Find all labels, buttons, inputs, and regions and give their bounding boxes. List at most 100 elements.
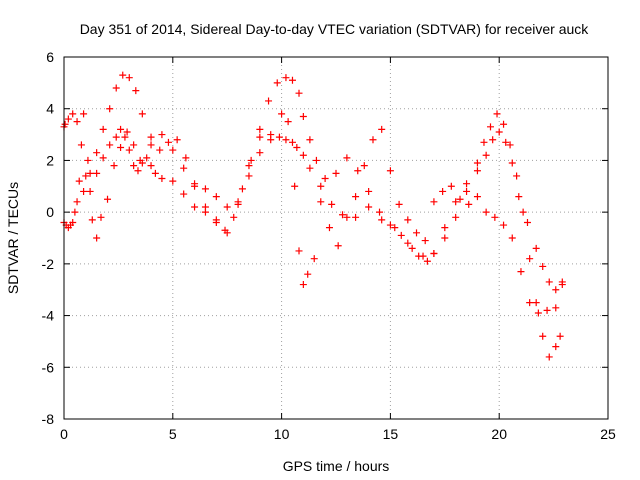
data-point bbox=[532, 244, 540, 252]
data-point bbox=[447, 182, 455, 190]
data-point bbox=[306, 136, 314, 144]
x-tick-label: 20 bbox=[491, 426, 507, 442]
data-point bbox=[419, 252, 427, 260]
grid bbox=[64, 57, 608, 419]
data-point bbox=[441, 234, 449, 242]
data-point bbox=[73, 198, 81, 206]
data-point bbox=[404, 216, 412, 224]
data-point bbox=[245, 162, 253, 170]
data-point bbox=[267, 131, 275, 139]
data-point bbox=[77, 141, 85, 149]
data-point bbox=[463, 180, 471, 188]
data-point bbox=[473, 167, 481, 175]
y-axis-label: SDTVAR / TECUs bbox=[5, 182, 21, 294]
data-point bbox=[106, 141, 114, 149]
data-point bbox=[508, 234, 516, 242]
data-point bbox=[552, 304, 560, 312]
data-point bbox=[369, 136, 377, 144]
data-point bbox=[291, 182, 299, 190]
data-point bbox=[306, 164, 314, 172]
data-point bbox=[452, 213, 460, 221]
data-point bbox=[173, 136, 181, 144]
data-point bbox=[463, 187, 471, 195]
data-point bbox=[256, 133, 264, 141]
data-point bbox=[182, 154, 190, 162]
data-point bbox=[230, 213, 238, 221]
data-point bbox=[526, 255, 534, 263]
data-point bbox=[480, 138, 488, 146]
data-point bbox=[519, 208, 527, 216]
data-point bbox=[441, 224, 449, 232]
data-point bbox=[343, 154, 351, 162]
data-point bbox=[473, 159, 481, 167]
series-track-c bbox=[60, 110, 566, 317]
data-point bbox=[247, 156, 255, 164]
data-point bbox=[482, 208, 490, 216]
data-point bbox=[265, 97, 273, 105]
data-point bbox=[275, 133, 283, 141]
y-tick-label: -8 bbox=[42, 411, 55, 427]
data-point bbox=[430, 250, 438, 258]
data-point bbox=[299, 281, 307, 289]
data-point bbox=[86, 169, 94, 177]
data-point bbox=[439, 187, 447, 195]
data-point bbox=[93, 149, 101, 157]
data-point bbox=[112, 133, 120, 141]
data-point bbox=[97, 213, 105, 221]
data-point bbox=[493, 110, 501, 118]
data-point bbox=[539, 262, 547, 270]
data-point bbox=[430, 198, 438, 206]
data-point bbox=[143, 154, 151, 162]
data-point bbox=[158, 175, 166, 183]
data-point bbox=[299, 112, 307, 120]
data-point bbox=[138, 110, 146, 118]
data-point bbox=[473, 193, 481, 201]
axis-ticks: 0 5 10 15 20 25 -8 -6 -4 -2 0 2 4 6 bbox=[42, 49, 616, 442]
data-point bbox=[223, 203, 231, 211]
data-point bbox=[80, 187, 88, 195]
data-point bbox=[278, 110, 286, 118]
data-point bbox=[408, 244, 416, 252]
data-point bbox=[465, 200, 473, 208]
data-point bbox=[539, 332, 547, 340]
data-point bbox=[104, 195, 112, 203]
data-point bbox=[552, 286, 560, 294]
data-point bbox=[304, 270, 312, 278]
series-track-a bbox=[60, 110, 566, 294]
data-point bbox=[212, 218, 220, 226]
data-point bbox=[552, 343, 560, 351]
data-point bbox=[191, 203, 199, 211]
y-tick-label: 0 bbox=[46, 204, 54, 220]
data-point bbox=[500, 221, 508, 229]
data-point bbox=[121, 133, 129, 141]
y-tick-label: 6 bbox=[46, 49, 54, 65]
data-point bbox=[523, 218, 531, 226]
data-point bbox=[212, 193, 220, 201]
data-point bbox=[489, 136, 497, 144]
data-point bbox=[123, 128, 131, 136]
data-point bbox=[482, 151, 490, 159]
data-point bbox=[365, 187, 373, 195]
data-point bbox=[545, 278, 553, 286]
data-point bbox=[61, 120, 69, 128]
data-point bbox=[397, 231, 405, 239]
data-point bbox=[456, 195, 464, 203]
y-tick-label: -2 bbox=[42, 256, 55, 272]
data-point bbox=[221, 226, 229, 234]
data-point bbox=[201, 185, 209, 193]
data-point bbox=[295, 89, 303, 97]
data-point bbox=[201, 203, 209, 211]
data-points bbox=[60, 71, 566, 361]
data-point bbox=[386, 221, 394, 229]
y-tick-label: 4 bbox=[46, 101, 54, 117]
data-point bbox=[556, 332, 564, 340]
x-tick-label: 0 bbox=[60, 426, 68, 442]
data-point bbox=[360, 162, 368, 170]
data-point bbox=[317, 198, 325, 206]
data-point bbox=[99, 154, 107, 162]
x-tick-label: 5 bbox=[169, 426, 177, 442]
data-point bbox=[486, 123, 494, 131]
data-point bbox=[365, 203, 373, 211]
data-point bbox=[391, 224, 399, 232]
